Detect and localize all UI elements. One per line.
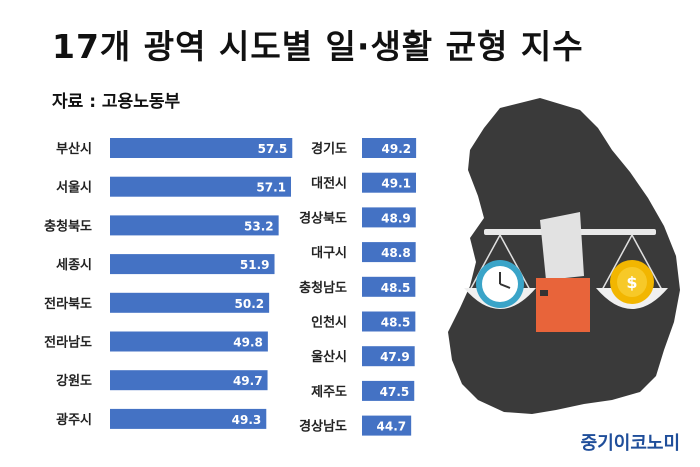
bar (362, 172, 417, 193)
data-label: 51.9 (240, 258, 270, 272)
data-label: 53.2 (244, 219, 274, 233)
category-label: 대전시 (311, 176, 347, 192)
category-label: 울산시 (311, 349, 347, 365)
data-label: 47.5 (380, 385, 410, 399)
brand-logo: 중기이코노미 (580, 433, 680, 454)
category-label: 광주시 (56, 413, 92, 428)
scale-hand (540, 212, 584, 280)
bar (110, 292, 270, 313)
category-label: 전라남도 (44, 335, 92, 351)
data-label: 49.1 (381, 177, 411, 191)
category-label: 충청북도 (44, 218, 92, 234)
data-label: 48.5 (381, 281, 411, 295)
category-label: 강원도 (56, 373, 92, 389)
bar (362, 207, 416, 228)
bar (362, 242, 416, 263)
bar (362, 138, 417, 158)
balance-scale-icon: $ (464, 212, 668, 332)
data-label: 48.9 (381, 211, 411, 225)
category-label: 대구시 (311, 246, 347, 261)
clock-icon (476, 260, 524, 308)
category-label: 전라북도 (44, 296, 92, 312)
source-label: 자료 : 고용노동부 (52, 92, 181, 112)
data-label: 48.5 (381, 316, 411, 330)
category-label: 부산시 (56, 141, 92, 157)
bar (362, 311, 416, 332)
bar (362, 415, 412, 436)
data-label: 57.5 (258, 142, 288, 156)
category-label: 경기도 (311, 141, 347, 157)
category-label: 충청남도 (299, 280, 347, 296)
page-title: 17개 광역 시도별 일·생활 균형 지수 (52, 27, 584, 66)
data-label: 47.9 (380, 350, 410, 364)
bar (110, 254, 275, 275)
scale-button (540, 290, 548, 296)
category-label: 제주도 (311, 385, 347, 400)
category-label: 세종시 (56, 258, 92, 273)
bar (362, 346, 415, 367)
data-label: 44.7 (377, 420, 407, 434)
data-label: 49.3 (232, 413, 262, 427)
bar (362, 276, 416, 297)
category-label: 경상북도 (299, 210, 347, 226)
bar (362, 380, 415, 401)
category-label: 서울시 (56, 180, 92, 196)
bar (110, 176, 292, 197)
data-label: 49.7 (233, 374, 263, 388)
bar (110, 408, 267, 429)
bar (110, 138, 293, 158)
data-label: 49.2 (382, 142, 412, 156)
scale-sleeve (536, 278, 590, 332)
category-label: 인천시 (311, 315, 347, 331)
data-label: 57.1 (256, 181, 286, 195)
bar (110, 370, 268, 391)
bar (110, 215, 279, 236)
data-label: 49.8 (233, 336, 263, 350)
bar (110, 331, 268, 352)
svg-text:$: $ (626, 273, 637, 292)
coin-icon: $ (610, 260, 654, 304)
data-label: 50.2 (235, 297, 265, 311)
category-label: 경상남도 (299, 419, 347, 435)
data-label: 48.8 (381, 246, 411, 260)
